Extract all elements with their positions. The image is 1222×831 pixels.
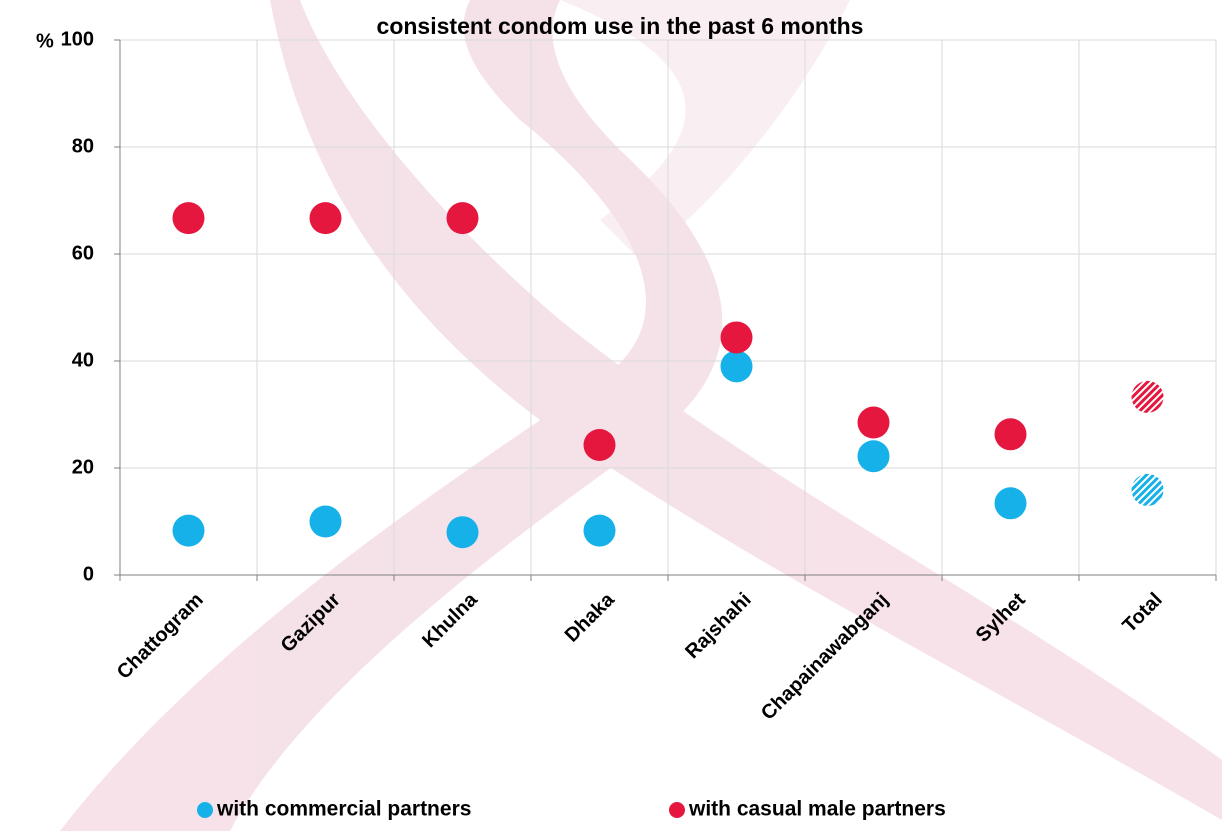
x-tick-label: Chapainawabganj bbox=[757, 589, 893, 725]
point bbox=[994, 487, 1027, 520]
legend-marker bbox=[669, 802, 685, 818]
point bbox=[720, 321, 753, 354]
point bbox=[172, 202, 205, 235]
point bbox=[583, 514, 616, 547]
point bbox=[857, 440, 890, 473]
y-axis-label: % bbox=[36, 30, 54, 52]
point bbox=[994, 418, 1027, 451]
point bbox=[720, 350, 753, 383]
point bbox=[309, 202, 342, 235]
point bbox=[446, 516, 479, 549]
legend-marker bbox=[197, 802, 213, 818]
y-tick-label: 0 bbox=[83, 563, 94, 585]
legend-label: with casual male partners bbox=[688, 798, 946, 821]
x-tick-label: Rajshahi bbox=[681, 589, 756, 664]
y-tick-label: 60 bbox=[72, 242, 94, 264]
point bbox=[446, 202, 479, 235]
x-tick-label: Dhaka bbox=[561, 588, 620, 647]
x-tick-label: Chattogram bbox=[113, 589, 208, 684]
y-tick-label: 20 bbox=[72, 456, 94, 478]
point bbox=[1131, 380, 1164, 413]
ribbon-background bbox=[60, 0, 1222, 831]
chart-title: consistent condom use in the past 6 mont… bbox=[377, 13, 864, 39]
x-tick-label: Total bbox=[1118, 589, 1166, 637]
y-tick-label: 40 bbox=[72, 349, 94, 371]
y-tick-label: 100 bbox=[61, 28, 94, 50]
point bbox=[583, 428, 616, 461]
point bbox=[1131, 473, 1164, 506]
y-tick-label: 80 bbox=[72, 135, 94, 157]
point bbox=[857, 406, 890, 439]
legend-label: with commercial partners bbox=[216, 798, 471, 821]
point bbox=[172, 514, 205, 547]
point bbox=[309, 505, 342, 538]
